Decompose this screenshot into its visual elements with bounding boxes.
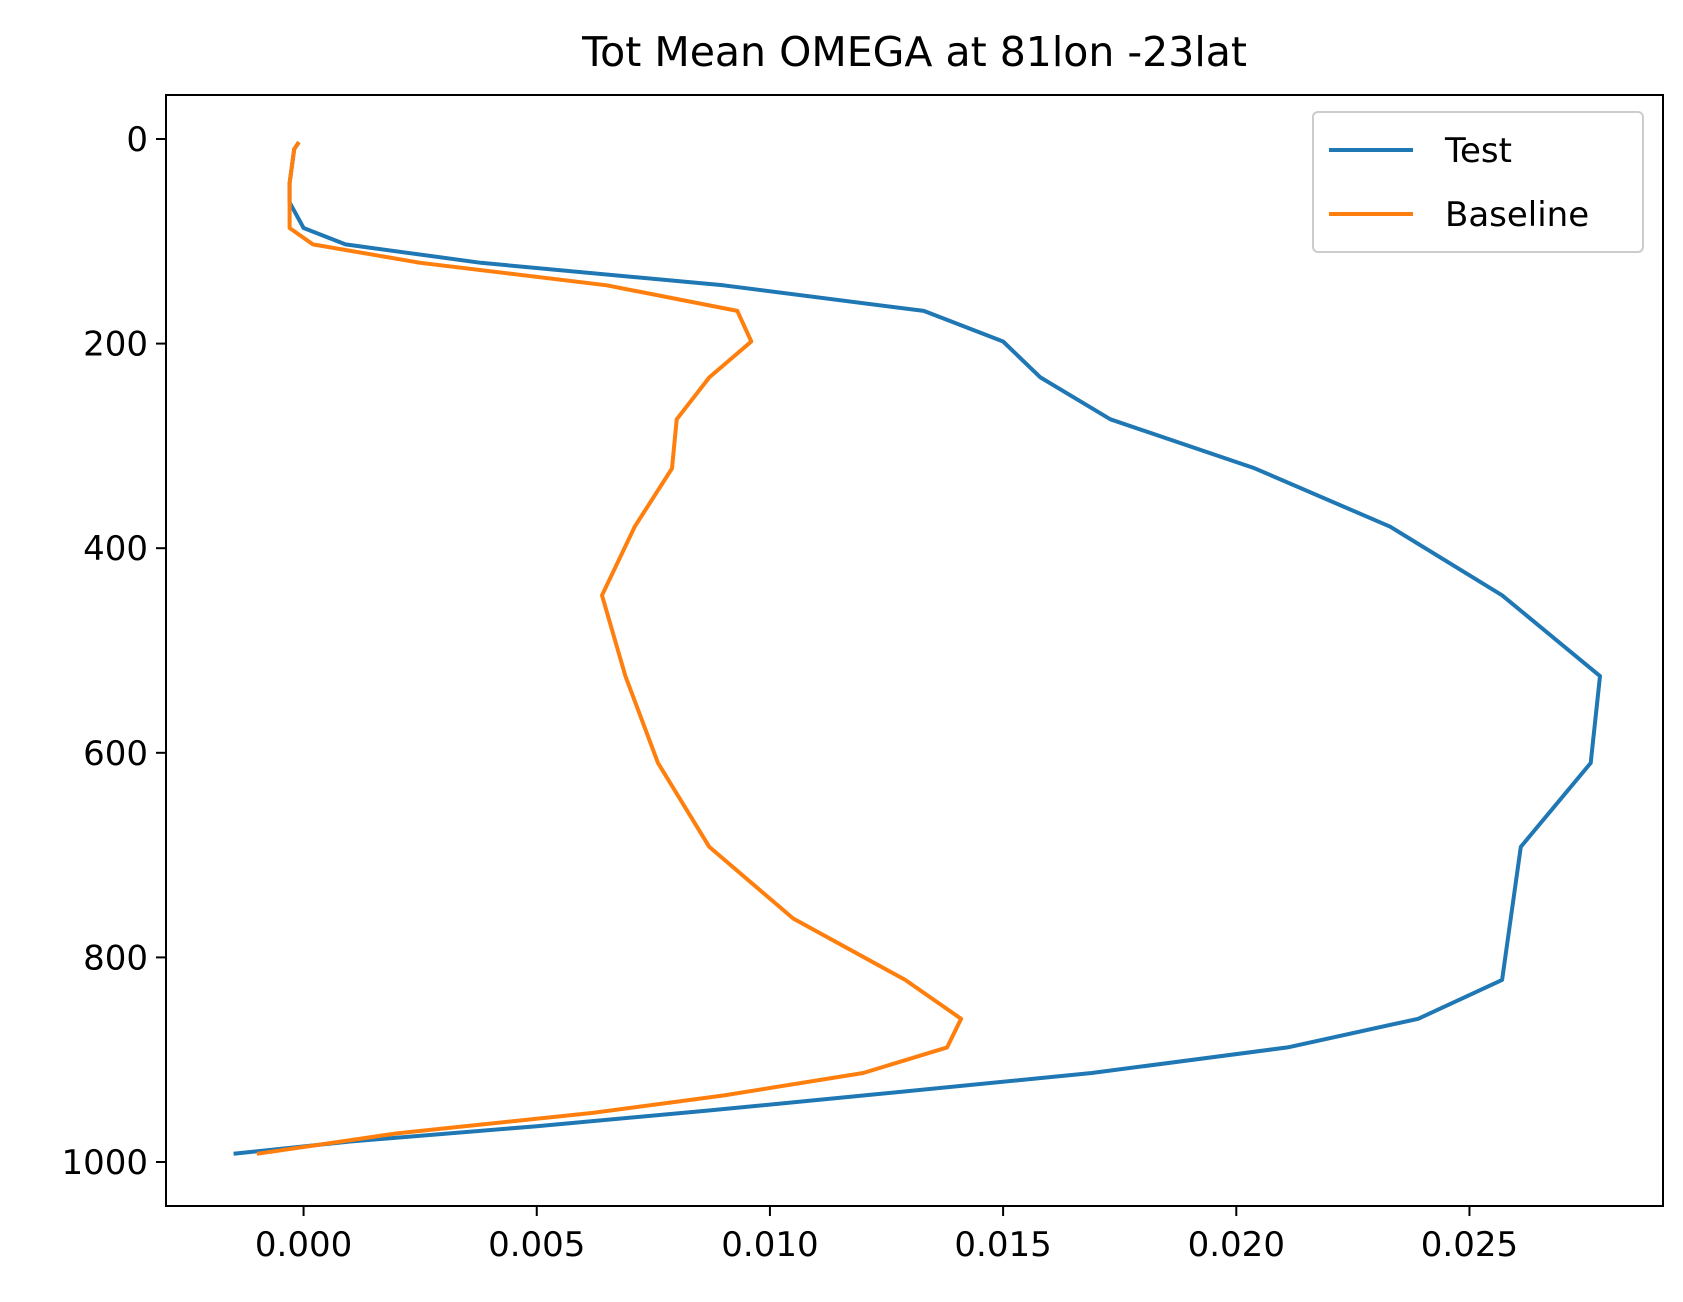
y-tick-label: 0 <box>126 120 148 160</box>
y-tick-label: 600 <box>83 734 148 774</box>
y-tick-label: 1000 <box>61 1143 148 1183</box>
x-tick-label: 0.010 <box>721 1225 818 1265</box>
x-tick-label: 0.005 <box>488 1225 585 1265</box>
x-tick-label: 0.000 <box>255 1225 352 1265</box>
y-tick-label: 200 <box>83 325 148 365</box>
chart-title: Tot Mean OMEGA at 81lon -23lat <box>581 28 1247 76</box>
series-line-baseline <box>256 140 964 1156</box>
legend-label-test: Test <box>1444 131 1512 171</box>
y-tick-label: 400 <box>83 529 148 569</box>
y-tick-label: 800 <box>83 938 148 978</box>
x-tick-label: 0.025 <box>1421 1225 1518 1265</box>
series-line-test <box>233 140 1602 1156</box>
legend: Test Baseline <box>1312 111 1644 253</box>
legend-label-baseline: Baseline <box>1445 195 1589 235</box>
series-layer <box>233 140 1602 1156</box>
legend-box <box>1312 111 1644 253</box>
plot-frame <box>165 94 1664 1207</box>
y-axis: 0 200 400 600 800 1000 <box>61 120 166 1183</box>
x-tick-label: 0.020 <box>1188 1225 1285 1265</box>
x-axis: 0.000 0.005 0.010 0.015 0.020 0.025 <box>255 1206 1518 1265</box>
x-tick-label: 0.015 <box>954 1225 1051 1265</box>
